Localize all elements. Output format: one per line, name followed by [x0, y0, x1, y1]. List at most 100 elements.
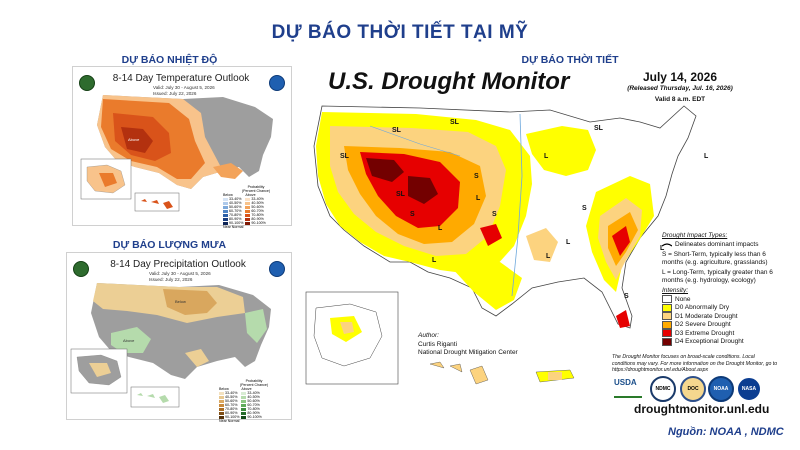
precipitation-legend: Probability (Percent Chance) Below 33-40… [219, 379, 289, 423]
precipitation-below-legend-value: 80-90% [225, 411, 238, 415]
source-credit: Nguồn: NOAA , NDMC [668, 426, 784, 438]
drought-d3-east [612, 226, 630, 256]
intensity-title: Intensity: [662, 287, 689, 294]
precipitation-map-title: 8-14 Day Precipitation Outlook [110, 259, 246, 270]
drought-url[interactable]: droughtmonitor.unl.edu [634, 402, 770, 416]
drought-impact-label: SL [450, 119, 460, 126]
temperature-above-legend-swatch [245, 213, 251, 217]
drought-d1-south [526, 228, 558, 262]
temperature-above-legend-entry: 80-90% [245, 217, 265, 221]
temperature-above-legend-entry: 60-70% [245, 209, 265, 213]
temperature-above-extreme-area [121, 127, 153, 153]
temperature-above-legend-entry: 70-80% [245, 213, 265, 217]
drought-impact-label: L [704, 153, 709, 160]
drought-impact-legend: Drought Impact Types: Delineates dominan… [662, 232, 778, 346]
noaa-logo [269, 75, 285, 91]
hawaii-shape [429, 361, 489, 385]
temperature-above-legend-swatch [245, 221, 251, 225]
usda-logo: USDA [614, 378, 642, 398]
drought-impact-label: SL [392, 127, 402, 134]
drought-d4-area-1 [366, 158, 404, 182]
author-name: Curtis Riganti [418, 341, 458, 348]
temperature-above-legend-entry: 33-40% [245, 197, 265, 201]
drought-impact-label: L [566, 239, 571, 246]
precipitation-below-legend-entry: 50-60% [219, 399, 239, 403]
precipitation-below-legend-entry: 80-90% [219, 411, 239, 415]
temperature-above-legend-value: 33-40% [251, 197, 264, 201]
precipitation-above-west-area [111, 327, 151, 353]
source-prefix: Nguồn: [668, 426, 707, 438]
drought-d3-florida [616, 310, 630, 328]
source-names: NOAA , NDMC [709, 426, 784, 438]
temperature-below-legend-entry: 40-50% [223, 201, 243, 205]
impact-line-icon [662, 242, 672, 246]
precipitation-legend-above-col: Above 33-40% 40-50% 50-60% 60-70% 70-80% 80-9… [241, 387, 262, 419]
intensity-legend: None D0 Abnormally Dry D1 Moderate Drought… [662, 295, 778, 346]
noaa-cpc-logo [79, 75, 95, 91]
intensity-legend-entry: D0 Abnormally Dry [662, 303, 778, 313]
precipitation-below-legend-swatch [219, 411, 224, 415]
temperature-below-legend-swatch [223, 209, 228, 213]
precipitation-below-south-area [185, 349, 209, 367]
precipitation-above-legend-swatch [241, 411, 247, 415]
precipitation-alaska-below-area [89, 363, 111, 377]
temperature-legend: Probability (Percent Chance) Below 33-40… [223, 185, 289, 229]
precipitation-above-legend-value: 70-80% [247, 407, 260, 411]
temperature-below-legend-swatch [223, 205, 228, 209]
nasa-logo: NASA [736, 376, 762, 402]
precipitation-above-east-area [245, 309, 267, 343]
precipitation-below-legend-value: 40-50% [225, 395, 238, 399]
drought-d4-area-2 [408, 176, 438, 204]
temperature-above-legend-value: 80-90% [251, 217, 264, 221]
temperature-below-legend-value: 80-90% [229, 217, 242, 221]
temperature-valid: Valid: July 30 - August 5, 2026 [153, 85, 215, 90]
precipitation-below-legend-swatch [219, 403, 224, 407]
precipitation-above-legend-value: 33-40% [247, 391, 260, 395]
drought-d0-midwest [526, 126, 596, 176]
precipitation-hawaii-shape [137, 393, 169, 403]
intensity-legend-entry: None [662, 295, 778, 304]
temperature-above-legend-value: 60-70% [251, 209, 264, 213]
precipitation-map-label-above: Above [123, 338, 135, 343]
drought-impact-label: S [624, 293, 629, 300]
precipitation-below-legend-entry: 33-40% [219, 391, 239, 395]
precipitation-above-legend-value: 40-50% [247, 395, 260, 399]
precipitation-above-legend-swatch [241, 415, 247, 419]
intensity-legend-entry: D3 Extreme Drought [662, 329, 778, 338]
author-org: National Drought Mitigation Center [418, 349, 518, 356]
precipitation-above-legend-entry: 33-40% [241, 391, 261, 395]
temperature-above-legend-swatch [245, 197, 251, 201]
impact-line-text: Delineates dominant impacts [675, 241, 759, 248]
impact-types-title: Drought Impact Types: [662, 232, 728, 239]
temperature-below-legend-entry: 70-80% [223, 213, 243, 217]
precipitation-below-strong-area [163, 289, 217, 315]
temperature-below-legend-value: 70-80% [229, 213, 242, 217]
drought-impact-label: L [476, 195, 481, 202]
temperature-gulf-above-area [213, 163, 243, 179]
temperature-above-legend-swatch [245, 205, 251, 209]
intensity-label: D1 Moderate Drought [675, 312, 738, 320]
precipitation-above-legend-entry: 40-50% [241, 395, 261, 399]
alaska-d1-area [340, 322, 354, 334]
impact-line-row: Delineates dominant impacts [662, 241, 778, 248]
temperature-below-legend-swatch [223, 197, 228, 201]
drought-impact-label: S [582, 205, 587, 212]
river-mississippi [511, 113, 523, 297]
temperature-above-legend-value: 90-100% [251, 221, 266, 225]
precipitation-map-label-below: Below [175, 299, 186, 304]
temperature-legend-above-col: Above 33-40% 40-50% 50-60% 60-70% 70-80% 80-9… [245, 193, 266, 225]
temperature-above-legend-entry: 50-60% [245, 205, 265, 209]
impact-long-term: L = Long-Term, typically greater than 6 … [662, 269, 773, 284]
page-title: DỰ BÁO THỜI TIẾT TẠI MỸ [271, 22, 529, 43]
puerto-rico-d1-area [548, 372, 562, 380]
drought-valid: Valid 8 a.m. EDT [654, 96, 706, 103]
intensity-label: D2 Severe Drought [675, 321, 731, 329]
drought-impact-label: L [432, 257, 437, 264]
temperature-above-legend-swatch [245, 201, 251, 205]
drought-impact-label: L [544, 153, 549, 160]
temperature-below-legend-entry: 60-70% [223, 209, 243, 213]
temperature-below-legend-value: 90-100% [229, 221, 244, 225]
precipitation-above-legend-entry: 50-60% [241, 399, 261, 403]
doc-logo: DOC [680, 376, 706, 402]
